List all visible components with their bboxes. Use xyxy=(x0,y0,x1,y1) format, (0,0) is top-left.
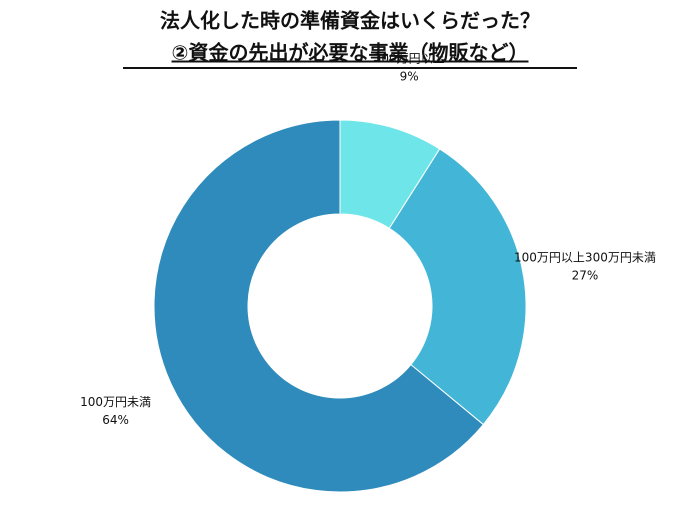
slice-value-label: 64% xyxy=(102,413,129,427)
donut-slice xyxy=(388,148,527,426)
slice-value-label: 9% xyxy=(400,69,419,83)
chart-subtitle: ②資金の先出が必要な事業（物販など） xyxy=(172,41,529,65)
donut-slice xyxy=(153,119,485,493)
chart-title: 法人化した時の準備資金はいくらだった？ xyxy=(160,9,540,33)
slice-value-label: 27% xyxy=(572,269,599,283)
slice-label: 100万円未満 xyxy=(80,395,151,409)
slice-label: 100万円以上300万円未満 xyxy=(514,251,656,265)
slice-label: 300万円以上 xyxy=(374,51,445,65)
